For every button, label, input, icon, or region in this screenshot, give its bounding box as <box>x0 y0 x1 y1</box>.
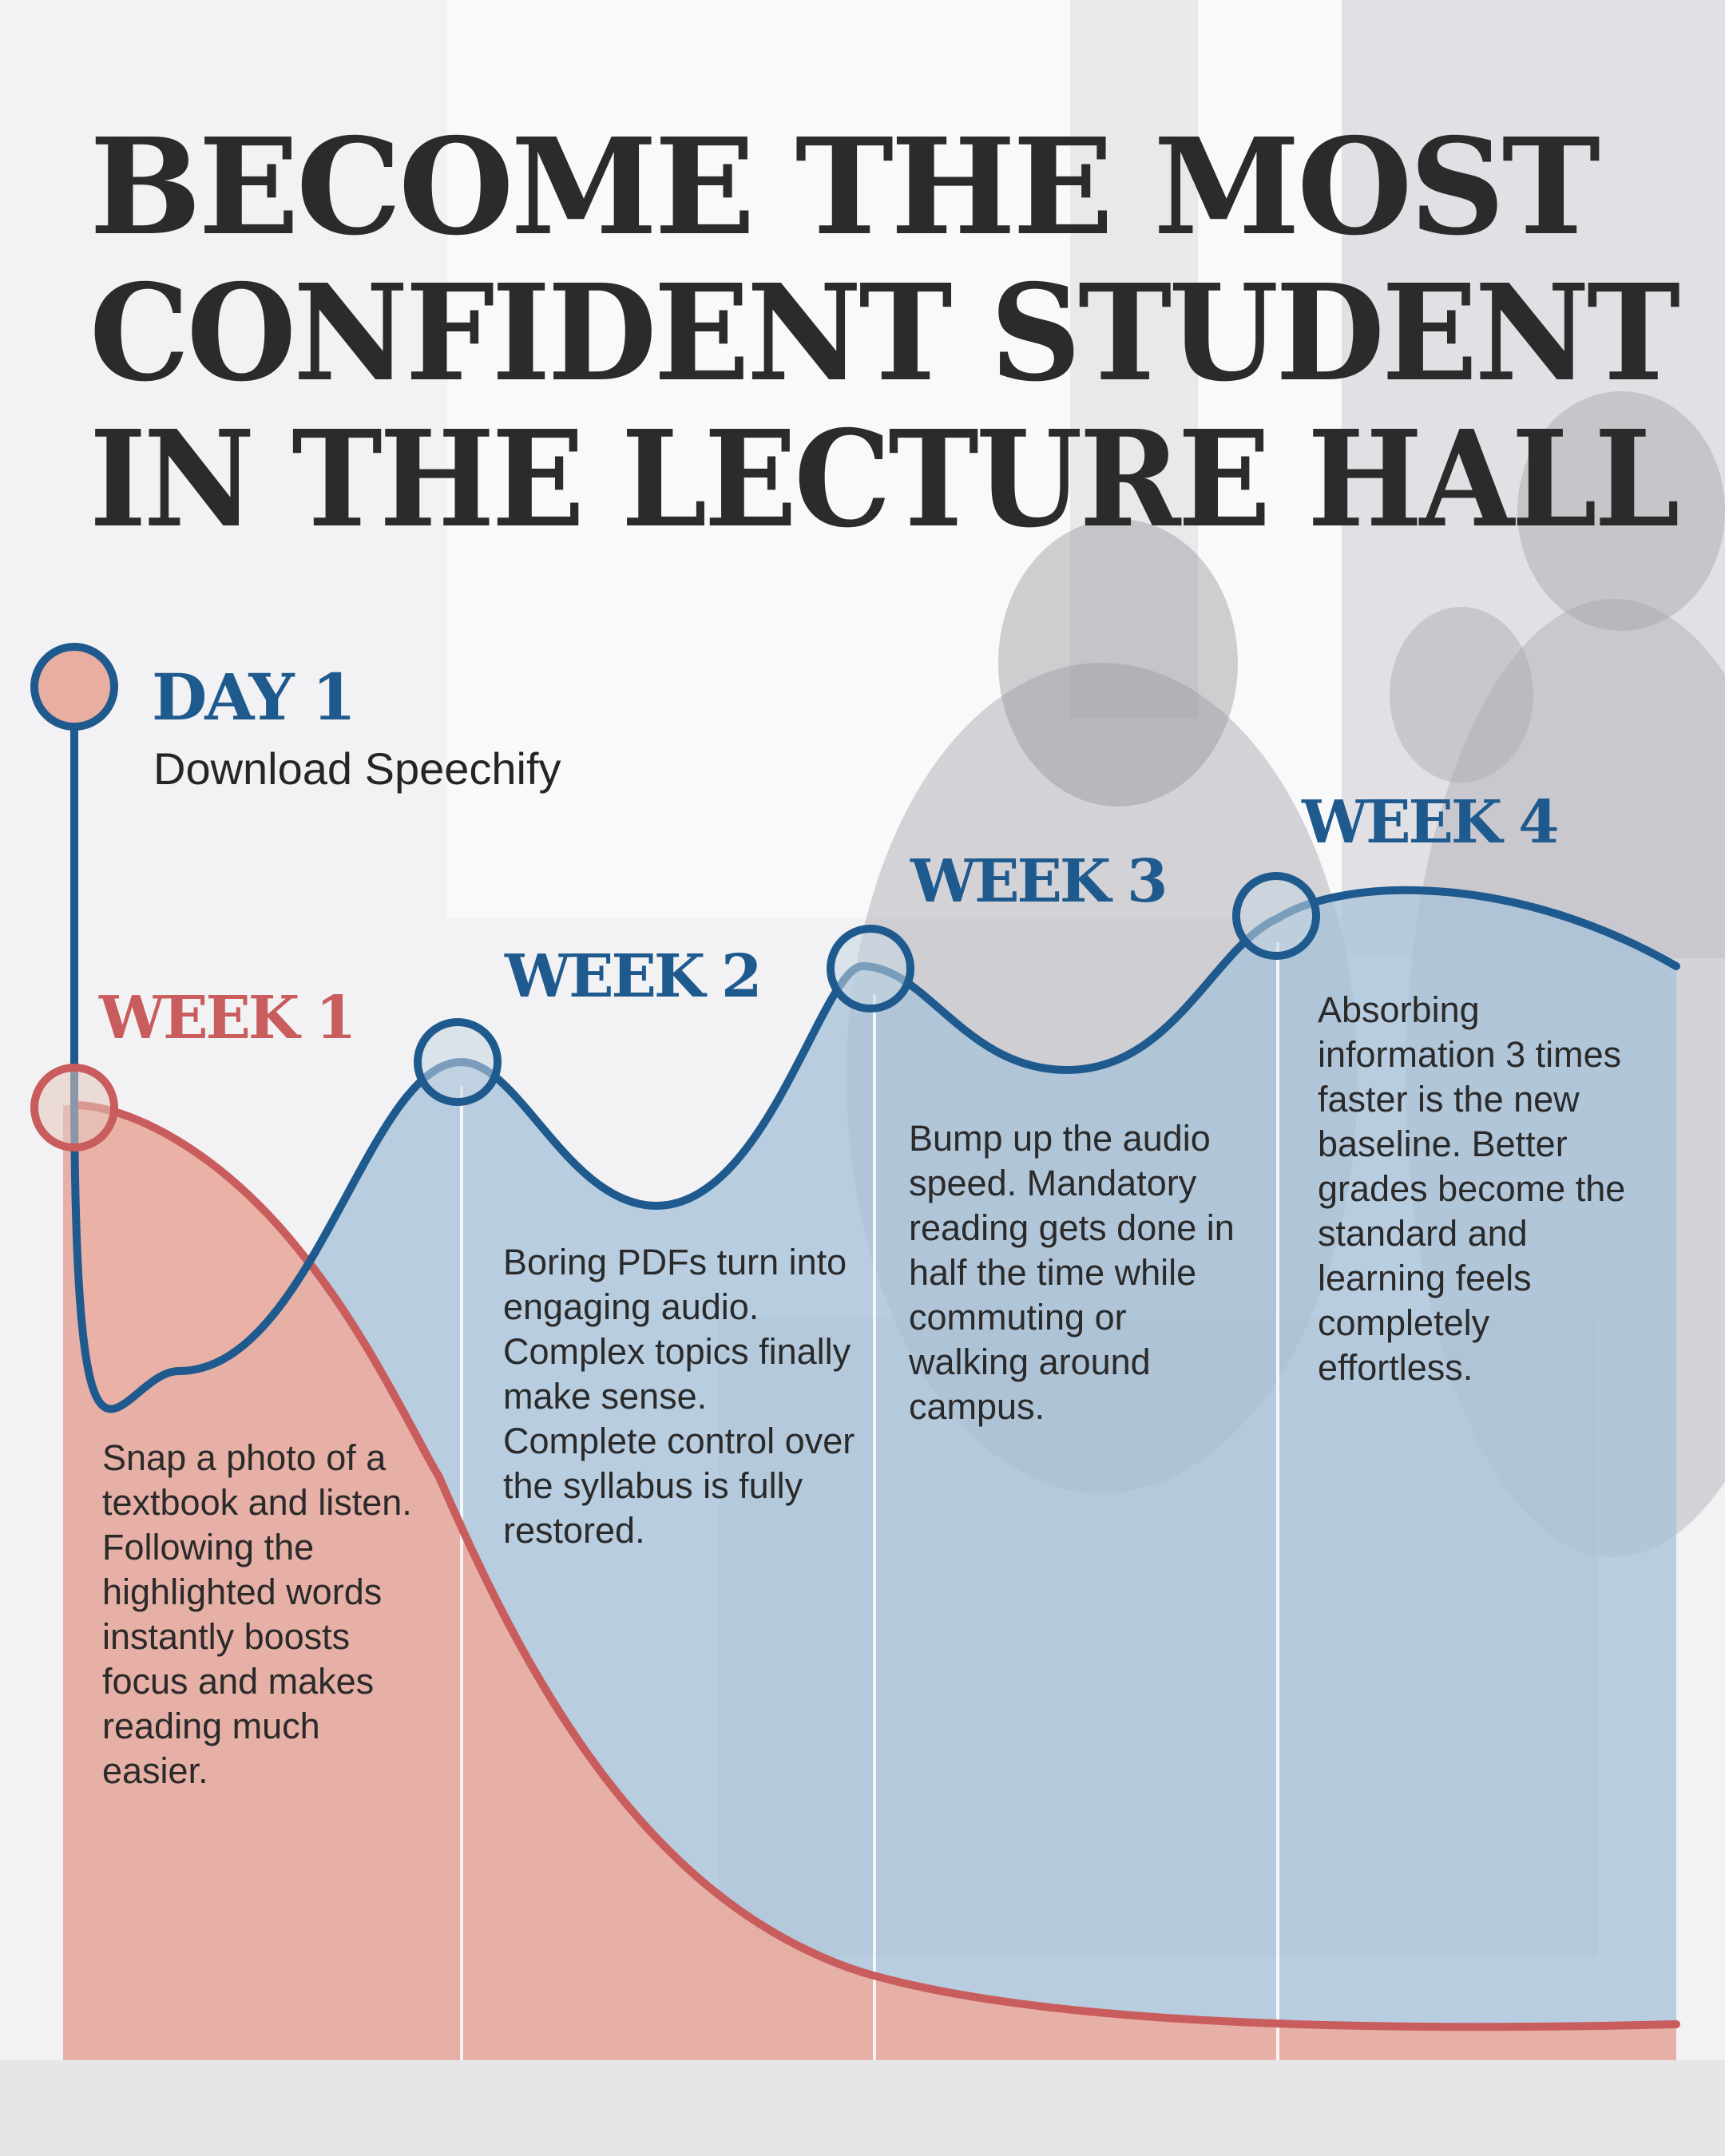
headline-line-2: CONFIDENT STUDENT <box>89 256 1680 411</box>
week2-description: Boring PDFs turn into engaging audio. Co… <box>503 1242 855 1551</box>
week2-heading: WEEK 2 <box>505 942 762 1011</box>
week1-heading: WEEK 1 <box>99 984 356 1052</box>
week4-heading: WEEK 4 <box>1302 788 1559 857</box>
week3-heading: WEEK 3 <box>910 847 1168 916</box>
week1-description: Snap a photo of a textbook and listen. F… <box>102 1437 412 1791</box>
stage-divider-lines <box>460 942 1279 2060</box>
headline-line-3: IN THE LECTURE HALL <box>89 402 1680 557</box>
week1-marker <box>30 1064 118 1151</box>
week4-marker <box>1232 872 1320 960</box>
week3-marker <box>827 925 914 1013</box>
week4-description: Absorbing information 3 times faster is … <box>1318 989 1626 1388</box>
week3-description: Bump up the audio speed. Mandatory readi… <box>909 1118 1235 1427</box>
struggle-area-fill <box>63 1105 1676 2060</box>
headline-line-1: BECOME THE MOST <box>89 109 1600 265</box>
day1-heading: DAY 1 <box>152 660 356 735</box>
day1-marker <box>30 643 118 731</box>
day1-subtitle: Download Speechify <box>153 743 561 794</box>
week2-marker <box>414 1018 502 1106</box>
struggle-curve <box>70 1101 1680 2031</box>
